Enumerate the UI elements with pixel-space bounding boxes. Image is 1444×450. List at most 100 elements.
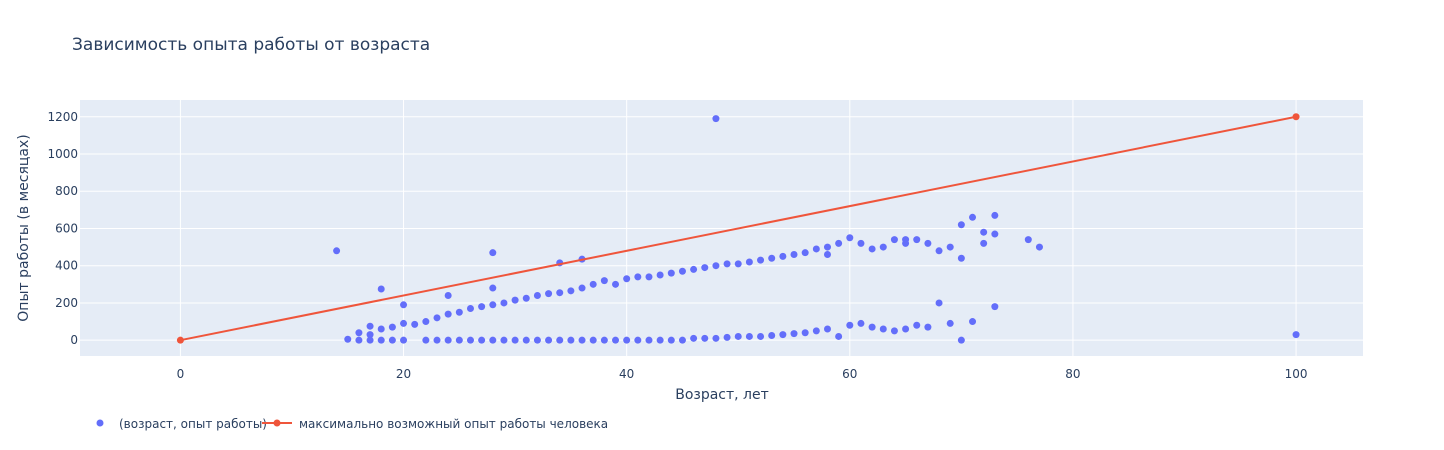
x-tick-label: 20	[396, 367, 411, 381]
scatter-point	[957, 221, 965, 229]
scatter-point	[790, 251, 798, 259]
scatter-point	[400, 319, 408, 327]
scatter-point	[634, 273, 642, 281]
scatter-point	[400, 301, 408, 309]
scatter-point	[957, 336, 965, 344]
y-tick-label: 200	[55, 296, 78, 310]
y-tick-label: 400	[55, 259, 78, 273]
scatter-point	[567, 336, 575, 344]
scatter-point	[980, 228, 988, 236]
scatter-point	[823, 251, 831, 259]
scatter-point	[366, 331, 374, 339]
scatter-point	[790, 330, 798, 338]
scatter-point	[779, 331, 787, 339]
scatter-point	[411, 320, 419, 328]
scatter-point	[678, 267, 686, 275]
scatter-point	[823, 243, 831, 251]
scatter-point	[890, 327, 898, 335]
scatter-point	[612, 280, 620, 288]
scatter-point	[823, 325, 831, 333]
scatter-point	[556, 336, 564, 344]
scatter-point	[712, 115, 720, 123]
scatter-point	[355, 336, 363, 344]
scatter-point	[846, 234, 854, 242]
scatter-point	[522, 294, 530, 302]
scatter-point	[879, 325, 887, 333]
scatter-point	[745, 258, 753, 266]
scatter-point	[712, 334, 720, 342]
scatter-point	[400, 336, 408, 344]
scatter-point	[511, 296, 519, 304]
scatter-point	[757, 256, 765, 264]
scatter-point	[812, 245, 820, 253]
scatter-point	[924, 239, 932, 247]
scatter-point	[913, 321, 921, 329]
chart-title: Зависимость опыта работы от возраста	[72, 35, 430, 55]
scatter-point	[545, 290, 553, 298]
scatter-point	[957, 254, 965, 262]
scatter-point	[444, 310, 452, 318]
scatter-point	[567, 287, 575, 295]
y-tick-labels: 0 200 400 600 800 1000 1200	[47, 110, 78, 347]
scatter-point	[466, 336, 474, 344]
scatter-point	[466, 305, 474, 313]
scatter-point	[757, 332, 765, 340]
scatter-point	[991, 230, 999, 238]
scatter-point	[801, 329, 809, 337]
scatter-point	[623, 275, 631, 283]
scatter-point	[589, 336, 597, 344]
x-tick-labels: 0 20 40 60 80 100	[177, 367, 1308, 381]
scatter-point	[489, 284, 497, 292]
scatter-point	[377, 336, 385, 344]
scatter-point	[533, 291, 541, 299]
scatter-point	[857, 319, 865, 327]
scatter-point	[623, 336, 631, 344]
scatter-point	[455, 336, 463, 344]
scatter-point	[366, 322, 374, 330]
scatter-point	[946, 319, 954, 327]
scatter-point	[946, 243, 954, 251]
x-tick-label: 60	[842, 367, 857, 381]
scatter-point	[545, 336, 553, 344]
line-series	[176, 113, 1300, 344]
scatter-point	[1035, 243, 1043, 251]
scatter-point	[377, 285, 385, 293]
x-axis-title: Возраст, лет	[675, 387, 769, 403]
scatter-point	[991, 303, 999, 311]
scatter-point	[522, 336, 530, 344]
scatter-point	[1024, 236, 1032, 244]
scatter-point	[422, 318, 430, 326]
scatter-point	[879, 243, 887, 251]
scatter-point	[935, 247, 943, 255]
legend[interactable]: (возраст, опыт работы) максимально возмо…	[96, 417, 609, 431]
scatter-point	[645, 273, 653, 281]
scatter-point	[701, 264, 709, 272]
scatter-point	[678, 336, 686, 344]
scatter-point	[612, 336, 620, 344]
y-tick-label: 600	[55, 221, 78, 235]
scatter-point	[768, 254, 776, 262]
scatter-point	[712, 262, 720, 270]
scatter-point	[600, 277, 608, 285]
grid-lines	[80, 100, 1363, 356]
scatter-point	[377, 325, 385, 333]
scatter-point	[388, 336, 396, 344]
x-tick-label: 80	[1065, 367, 1080, 381]
line-point	[176, 336, 184, 344]
legend-line-dot	[273, 419, 281, 427]
scatter-point	[768, 332, 776, 340]
scatter-point	[846, 321, 854, 329]
scatter-point	[924, 323, 932, 331]
scatter-point	[902, 325, 910, 333]
scatter-point	[902, 236, 910, 244]
scatter-point	[868, 323, 876, 331]
scatter-point	[600, 336, 608, 344]
scatter-point	[857, 239, 865, 247]
scatter-point	[835, 332, 843, 340]
scatter-point	[667, 336, 675, 344]
scatter-point	[344, 335, 352, 343]
scatter-point	[913, 236, 921, 244]
scatter-point	[500, 299, 508, 307]
scatter-point	[388, 323, 396, 331]
